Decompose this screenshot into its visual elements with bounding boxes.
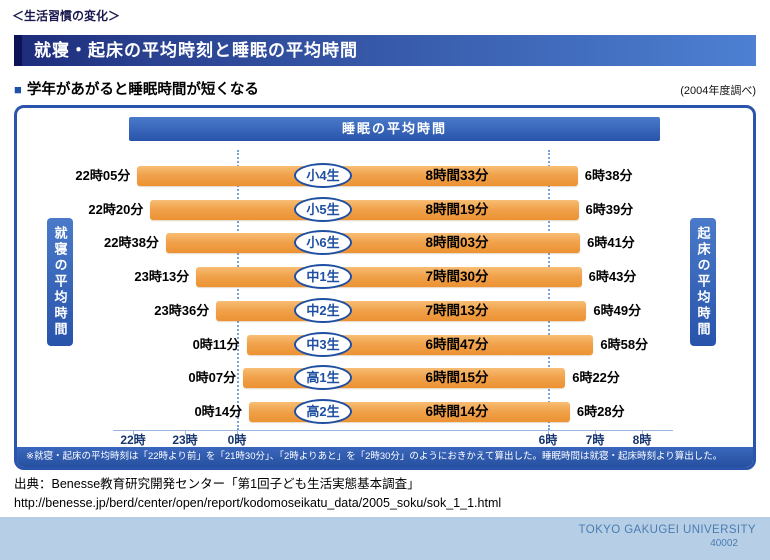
grade-ellipse: 高1生 bbox=[294, 365, 352, 391]
axis-tick bbox=[595, 430, 596, 435]
bedtime-label: 23時13分 bbox=[134, 269, 190, 285]
source-citation: 出典：Benesse教育研究開発センター「第1回子ども生活実態基本調査」 bbox=[14, 477, 420, 491]
bedtime-label: 22時20分 bbox=[88, 201, 144, 217]
bedtime-label: 0時14分 bbox=[194, 403, 243, 419]
waketime-label: 6時38分 bbox=[584, 168, 633, 183]
bedtime-label: 0時11分 bbox=[192, 336, 240, 352]
duration-label: 8時間33分 bbox=[425, 168, 489, 183]
survey-year-note: (2004年度調べ) bbox=[680, 85, 756, 97]
page-title: 就寝・起床の平均時刻と睡眠の平均時間 bbox=[34, 41, 358, 60]
duration-label: 6時間15分 bbox=[425, 370, 489, 386]
waketime-label: 6時28分 bbox=[576, 403, 625, 419]
axis-tick bbox=[185, 430, 186, 435]
grade-ellipse: 中2生 bbox=[294, 297, 352, 323]
plot-area: 22時 23時 0時 6時 7時 8時 22時05分 小4生 8時間33分 6時38分 22時20分… bbox=[17, 108, 753, 467]
source-url: http://benesse.jp/berd/center/open/repor… bbox=[14, 495, 502, 510]
footer-bar: TOKYO GAKUGEI UNIVERSITY 40002 bbox=[0, 517, 770, 560]
duration-label: 8時間03分 bbox=[425, 235, 489, 251]
x-axis-line bbox=[113, 430, 673, 431]
waketime-label: 6時41分 bbox=[587, 235, 635, 251]
bedtime-label: 22時38分 bbox=[104, 235, 159, 251]
grade-ellipse: 高2生 bbox=[294, 398, 352, 424]
axis-break-gridline bbox=[548, 150, 550, 430]
waketime-label: 6時39分 bbox=[585, 201, 634, 217]
duration-axis-banner: 睡眠の平均時間 bbox=[129, 117, 660, 141]
grade-ellipse: 中1生 bbox=[294, 264, 352, 290]
axis-tick-label: 6時 bbox=[538, 433, 558, 447]
duration-label: 7時間13分 bbox=[425, 302, 489, 318]
grade-ellipse: 中3生 bbox=[294, 331, 352, 357]
university-name: TOKYO GAKUGEI UNIVERSITY bbox=[578, 524, 756, 536]
subtitle-row: ■ 学年があがると睡眠時間が短くなる (2004年度調べ) bbox=[14, 79, 756, 99]
grade-ellipse: 小6生 bbox=[294, 230, 352, 256]
sleep-bar bbox=[165, 233, 581, 254]
bedtime-label: 22時05分 bbox=[75, 168, 131, 183]
duration-label: 6時間14分 bbox=[425, 403, 489, 419]
bedtime-axis-label: 就寝の平均時間 bbox=[47, 218, 73, 346]
duration-label: 6時間47分 bbox=[425, 336, 489, 352]
axis-tick-label: 8時 bbox=[632, 433, 652, 447]
axis-tick-label: 7時 bbox=[585, 433, 605, 447]
axis-tick bbox=[133, 430, 134, 435]
axis-tick-label: 23時 bbox=[172, 433, 198, 447]
section-subtitle: ■ 学年があがると睡眠時間が短くなる bbox=[14, 78, 259, 99]
section-marker-icon: ■ bbox=[14, 82, 22, 97]
axis-tick bbox=[548, 430, 549, 435]
axis-tick bbox=[642, 430, 643, 435]
grade-ellipse: 小4生 bbox=[294, 163, 352, 188]
sleep-bar bbox=[150, 199, 579, 220]
duration-label: 7時間30分 bbox=[425, 269, 489, 285]
chart-footnote: ※就寝・起床の平均時刻は「22時より前」を「21時30分」、「2時よりあと」を「… bbox=[17, 447, 753, 467]
sleep-bar bbox=[137, 166, 578, 186]
section-subtitle-text: 学年があがると睡眠時間が短くなる bbox=[26, 82, 259, 98]
waketime-label: 6時58分 bbox=[600, 336, 649, 352]
category-label: ＜生活習慣の変化＞ bbox=[12, 9, 121, 23]
sleep-bar bbox=[196, 267, 582, 288]
duration-label: 8時間19分 bbox=[425, 201, 489, 217]
axis-tick bbox=[237, 430, 238, 435]
axis-tick-label: 22時 bbox=[120, 433, 146, 447]
waketime-label: 6時22分 bbox=[572, 370, 620, 386]
bedtime-label: 0時07分 bbox=[188, 370, 237, 386]
grade-ellipse: 小5生 bbox=[294, 196, 352, 222]
axis-tick-label: 0時 bbox=[227, 433, 247, 447]
waketime-label: 6時49分 bbox=[593, 302, 642, 318]
waketime-label: 6時43分 bbox=[588, 269, 637, 285]
source-block: 出典：Benesse教育研究開発センター「第1回子ども生活実態基本調査」 htt… bbox=[14, 475, 501, 513]
slide-number: 40002 bbox=[710, 538, 738, 549]
axis-break-gridline bbox=[237, 150, 239, 430]
bedtime-label: 23時36分 bbox=[154, 302, 210, 318]
page-title-bar: 就寝・起床の平均時刻と睡眠の平均時間 bbox=[14, 35, 756, 66]
title-accent-bar bbox=[14, 35, 22, 66]
waketime-axis-label: 起床の平均時間 bbox=[690, 218, 716, 346]
sleep-chart: 睡眠の平均時間 就寝の平均時間 起床の平均時間 22時 23時 0時 6時 7時 8時 22… bbox=[14, 105, 756, 470]
